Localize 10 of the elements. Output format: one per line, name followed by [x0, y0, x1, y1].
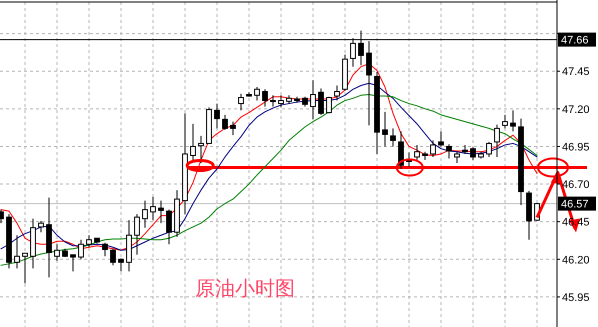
y-tick-label: 47.20 — [562, 104, 590, 116]
ref-line-label: 46.57 — [561, 198, 589, 211]
y-tick-label: 46.95 — [562, 141, 590, 154]
ref-line-label: 47.66 — [561, 34, 589, 47]
price-label: 46.57 — [558, 196, 596, 211]
annotation: 原油小时图 — [195, 278, 295, 300]
price-label: 47.66 — [558, 32, 596, 47]
y-tick-label: 45.95 — [562, 292, 590, 304]
y-tick-label: 46.20 — [562, 254, 590, 266]
y-tick-label: 47.45 — [562, 66, 590, 78]
